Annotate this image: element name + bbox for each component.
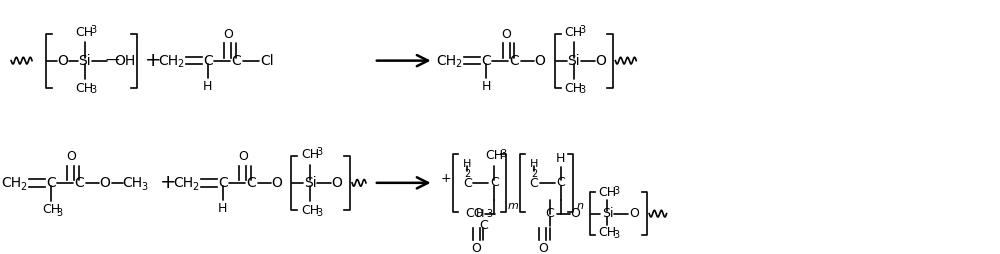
Text: C: C — [490, 176, 499, 189]
Text: H: H — [218, 202, 228, 215]
Text: O: O — [538, 242, 548, 254]
Text: Si: Si — [602, 207, 613, 220]
Text: CH: CH — [42, 203, 60, 216]
Text: 3: 3 — [500, 149, 506, 159]
Text: +: + — [160, 173, 176, 192]
Text: 2: 2 — [20, 182, 26, 192]
Text: 3: 3 — [580, 25, 586, 35]
Text: O: O — [595, 54, 606, 68]
Text: —: — — [106, 54, 119, 68]
Text: C: C — [481, 54, 491, 68]
Text: O: O — [471, 242, 481, 254]
Text: CH: CH — [436, 54, 457, 68]
Text: Si: Si — [78, 54, 91, 68]
Text: CH: CH — [76, 82, 94, 95]
Text: C: C — [463, 177, 472, 190]
Text: 2: 2 — [192, 182, 198, 192]
Text: CH: CH — [598, 226, 617, 239]
Text: 3: 3 — [91, 25, 97, 35]
Text: C: C — [74, 176, 84, 190]
Text: CH: CH — [122, 176, 142, 190]
Text: CH: CH — [76, 26, 94, 39]
Text: C: C — [218, 176, 228, 190]
Text: CH: CH — [158, 54, 178, 68]
Text: OH: OH — [114, 54, 135, 68]
Text: CH: CH — [301, 204, 319, 217]
Text: O: O — [66, 150, 76, 163]
Text: H: H — [482, 80, 491, 93]
Text: H: H — [463, 158, 472, 169]
Text: 3: 3 — [580, 85, 586, 96]
Text: O: O — [238, 150, 248, 163]
Text: CH: CH — [173, 176, 193, 190]
Text: CH: CH — [598, 186, 617, 199]
Text: CH: CH — [565, 82, 583, 95]
Text: CH: CH — [1, 176, 21, 190]
Text: 3: 3 — [316, 208, 322, 218]
Text: C: C — [231, 54, 241, 68]
Text: 3: 3 — [486, 209, 492, 219]
Text: CH: CH — [565, 26, 583, 39]
Text: O: O — [534, 54, 545, 68]
Text: O: O — [501, 28, 511, 41]
Text: 3: 3 — [316, 147, 322, 157]
Text: H: H — [556, 152, 565, 165]
Text: 3: 3 — [141, 182, 147, 192]
Text: 2: 2 — [464, 169, 470, 179]
Text: 2: 2 — [455, 59, 461, 70]
Text: 2: 2 — [177, 59, 183, 70]
Text: O: O — [271, 176, 282, 190]
Text: O: O — [571, 207, 581, 220]
Text: 2: 2 — [531, 169, 537, 179]
Text: H: H — [203, 80, 213, 93]
Text: C: C — [479, 219, 488, 232]
Text: O: O — [332, 176, 343, 190]
Text: C: C — [246, 176, 256, 190]
Text: 3: 3 — [613, 230, 619, 240]
Text: H: H — [530, 158, 538, 169]
Text: C: C — [530, 177, 538, 190]
Text: 3: 3 — [91, 85, 97, 96]
Text: C: C — [203, 54, 213, 68]
Text: C: C — [545, 207, 554, 220]
Text: Si: Si — [304, 176, 317, 190]
Text: 3: 3 — [57, 208, 63, 218]
Text: 3: 3 — [613, 185, 619, 196]
Text: O: O — [99, 176, 110, 190]
Text: CH: CH — [485, 149, 503, 162]
Text: Cl: Cl — [260, 54, 273, 68]
Text: CH: CH — [301, 148, 319, 162]
Text: H: H — [476, 209, 484, 219]
Text: CO: CO — [465, 207, 484, 220]
Text: O: O — [629, 207, 639, 220]
Text: C: C — [556, 176, 565, 189]
Text: C: C — [46, 176, 56, 190]
Text: +: + — [440, 172, 451, 185]
Text: +: + — [145, 51, 162, 70]
Text: m: m — [508, 201, 518, 211]
Text: Si: Si — [567, 54, 580, 68]
Text: n: n — [576, 201, 583, 211]
Text: O: O — [223, 28, 233, 41]
Text: C: C — [509, 54, 519, 68]
Text: O: O — [57, 54, 68, 68]
